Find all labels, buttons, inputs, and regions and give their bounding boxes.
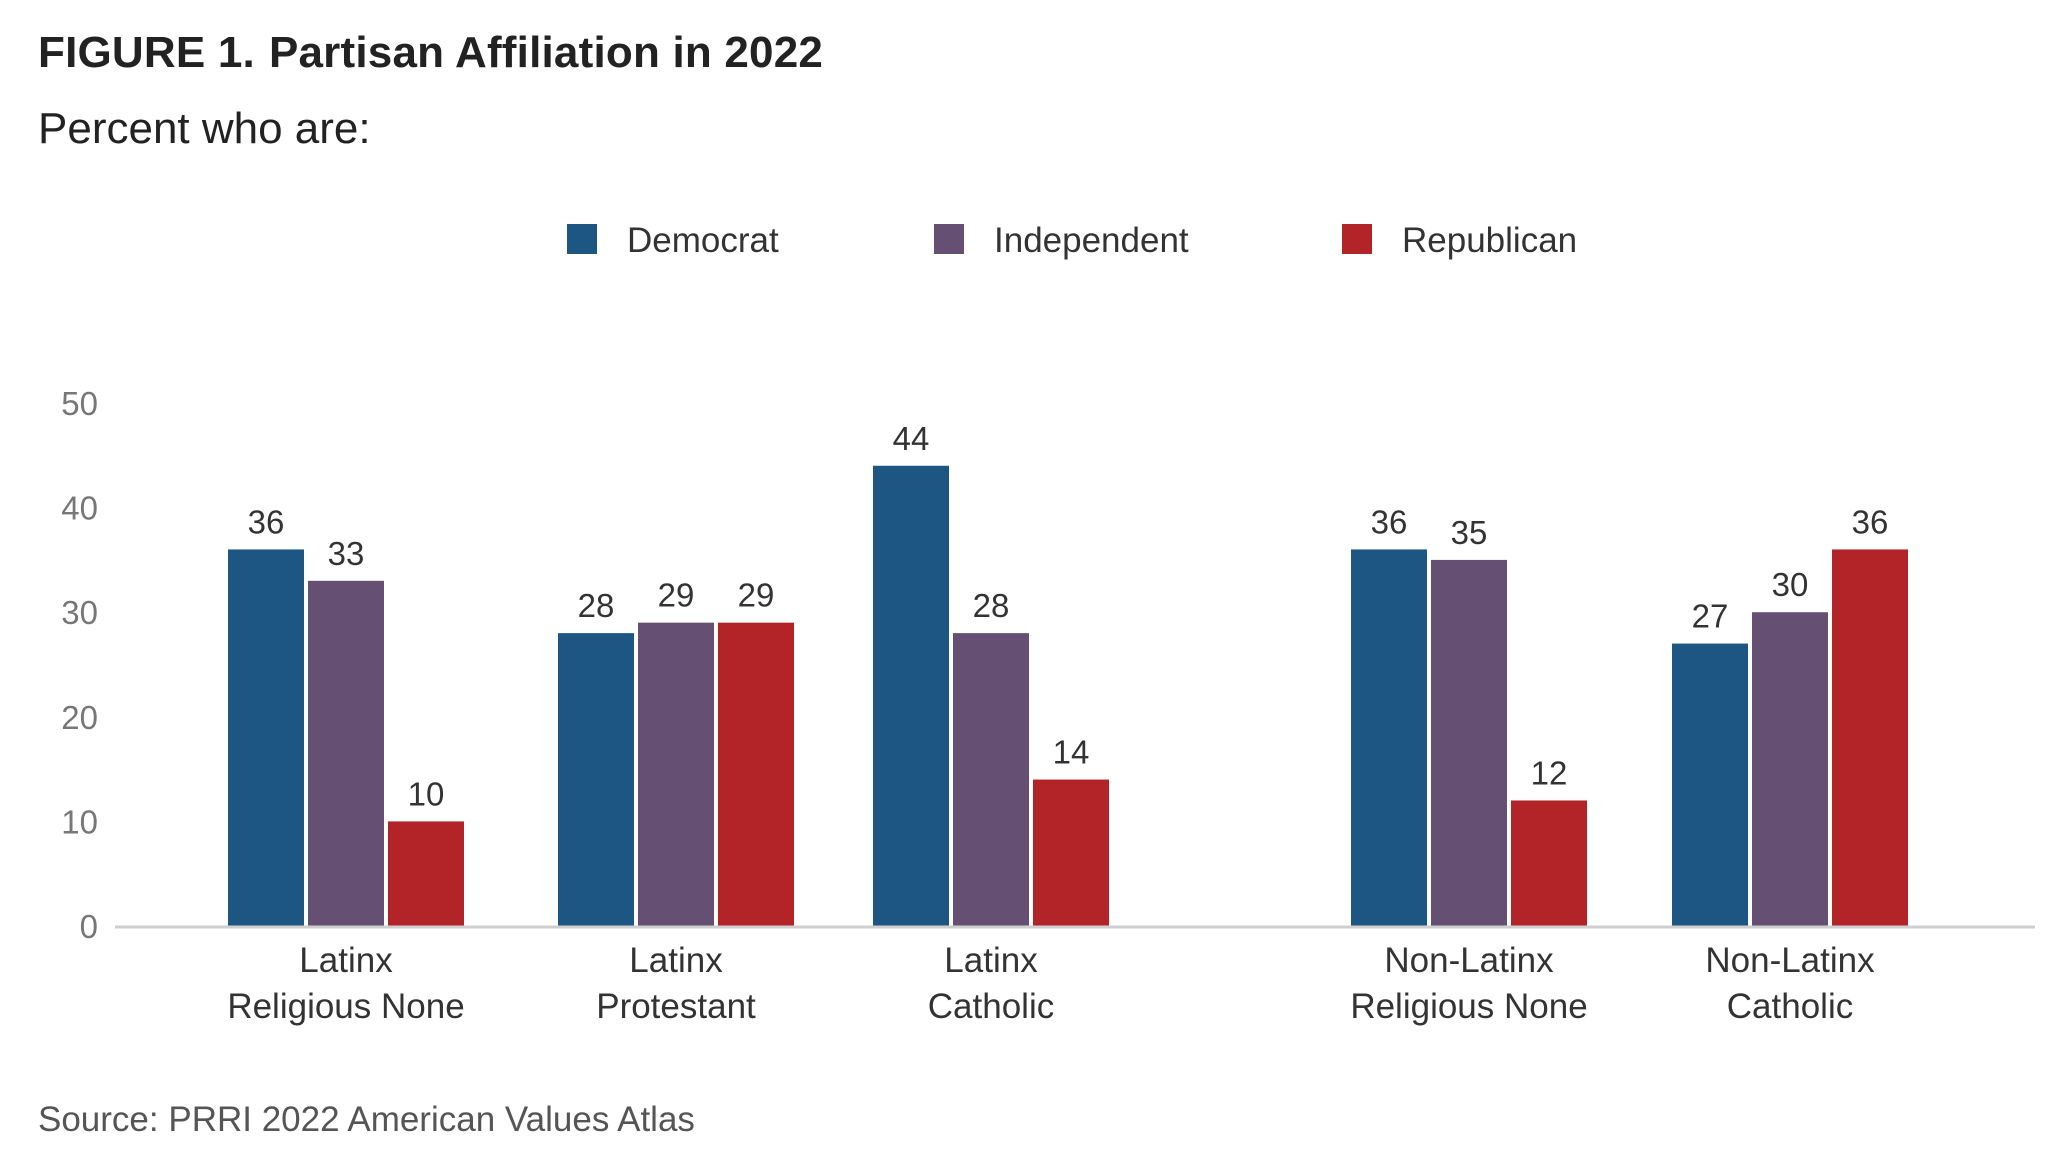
x-tick-label-line: Catholic: [928, 987, 1054, 1026]
data-label: 30: [1772, 566, 1809, 603]
x-tick-label-line: Religious None: [1350, 987, 1587, 1026]
y-tick-label: 30: [61, 594, 98, 631]
legend-swatch-republican: [1342, 224, 1372, 254]
data-label: 12: [1531, 754, 1568, 791]
y-tick-label: 40: [61, 490, 98, 527]
x-tick-label-line: Latinx: [299, 941, 393, 980]
bar-democrat: [1672, 643, 1748, 926]
data-label: 35: [1451, 514, 1488, 551]
figure-label: FIGURE 1.: [38, 28, 255, 77]
y-tick-label: 50: [61, 385, 98, 422]
y-tick-label: 20: [61, 699, 98, 736]
legend-swatch-independent: [934, 224, 964, 254]
data-label: 44: [893, 420, 930, 457]
bar-independent: [1431, 559, 1507, 926]
figure-title: Partisan Affiliation in 2022: [268, 28, 824, 77]
y-tick-label: 10: [61, 803, 98, 840]
data-label: 27: [1692, 598, 1729, 635]
bar-republican: [1832, 549, 1908, 926]
x-tick-label: Non-Latinx Catholic: [1705, 941, 1875, 1026]
legend-label-republican: Republican: [1402, 221, 1577, 260]
data-label: 14: [1053, 734, 1090, 771]
chart-title: FIGURE 1. Partisan Affiliation in 2022: [38, 28, 823, 78]
bar-democrat: [228, 549, 304, 926]
x-tick-label-line: Latinx: [629, 941, 723, 980]
bar-democrat: [873, 465, 949, 926]
x-tick-label-line: Catholic: [1727, 987, 1853, 1026]
data-label: 28: [973, 587, 1010, 624]
bar-democrat: [558, 633, 634, 926]
bar-independent: [638, 622, 714, 926]
chart-subtitle: Percent who are:: [38, 104, 371, 153]
bar-republican: [718, 622, 794, 926]
bar-republican: [1033, 779, 1109, 926]
data-label: 33: [328, 535, 365, 572]
x-tick-label-line: Non-Latinx: [1384, 941, 1554, 980]
x-tick-label: Latinx Protestant: [596, 941, 756, 1026]
legend-swatch-democrat: [567, 224, 597, 254]
legend-label-independent: Independent: [994, 221, 1189, 260]
data-label: 36: [1371, 503, 1408, 540]
x-tick-label-line: Latinx: [944, 941, 1038, 980]
source-note: Source: PRRI 2022 American Values Atlas: [38, 1100, 695, 1139]
y-tick-label: 0: [80, 908, 98, 945]
data-label: 28: [578, 587, 615, 624]
bar-independent: [308, 580, 384, 926]
legend-label-democrat: Democrat: [627, 221, 779, 260]
x-tick-label-line: Protestant: [596, 987, 756, 1026]
bar-independent: [953, 633, 1029, 926]
bar-independent: [1752, 612, 1828, 926]
data-label: 29: [738, 577, 775, 614]
x-tick-label-line: Non-Latinx: [1705, 941, 1875, 980]
data-label: 29: [658, 577, 695, 614]
data-label: 10: [408, 775, 445, 812]
bar-democrat: [1351, 549, 1427, 926]
x-tick-label: Latinx Catholic: [928, 941, 1054, 1026]
data-label: 36: [248, 503, 285, 540]
x-tick-label: Non-Latinx Religious None: [1350, 941, 1587, 1026]
bar-republican: [388, 821, 464, 926]
bar-republican: [1511, 800, 1587, 926]
x-tick-label: Latinx Religious None: [227, 941, 464, 1026]
x-tick-label-line: Religious None: [227, 987, 464, 1026]
data-label: 36: [1852, 503, 1889, 540]
